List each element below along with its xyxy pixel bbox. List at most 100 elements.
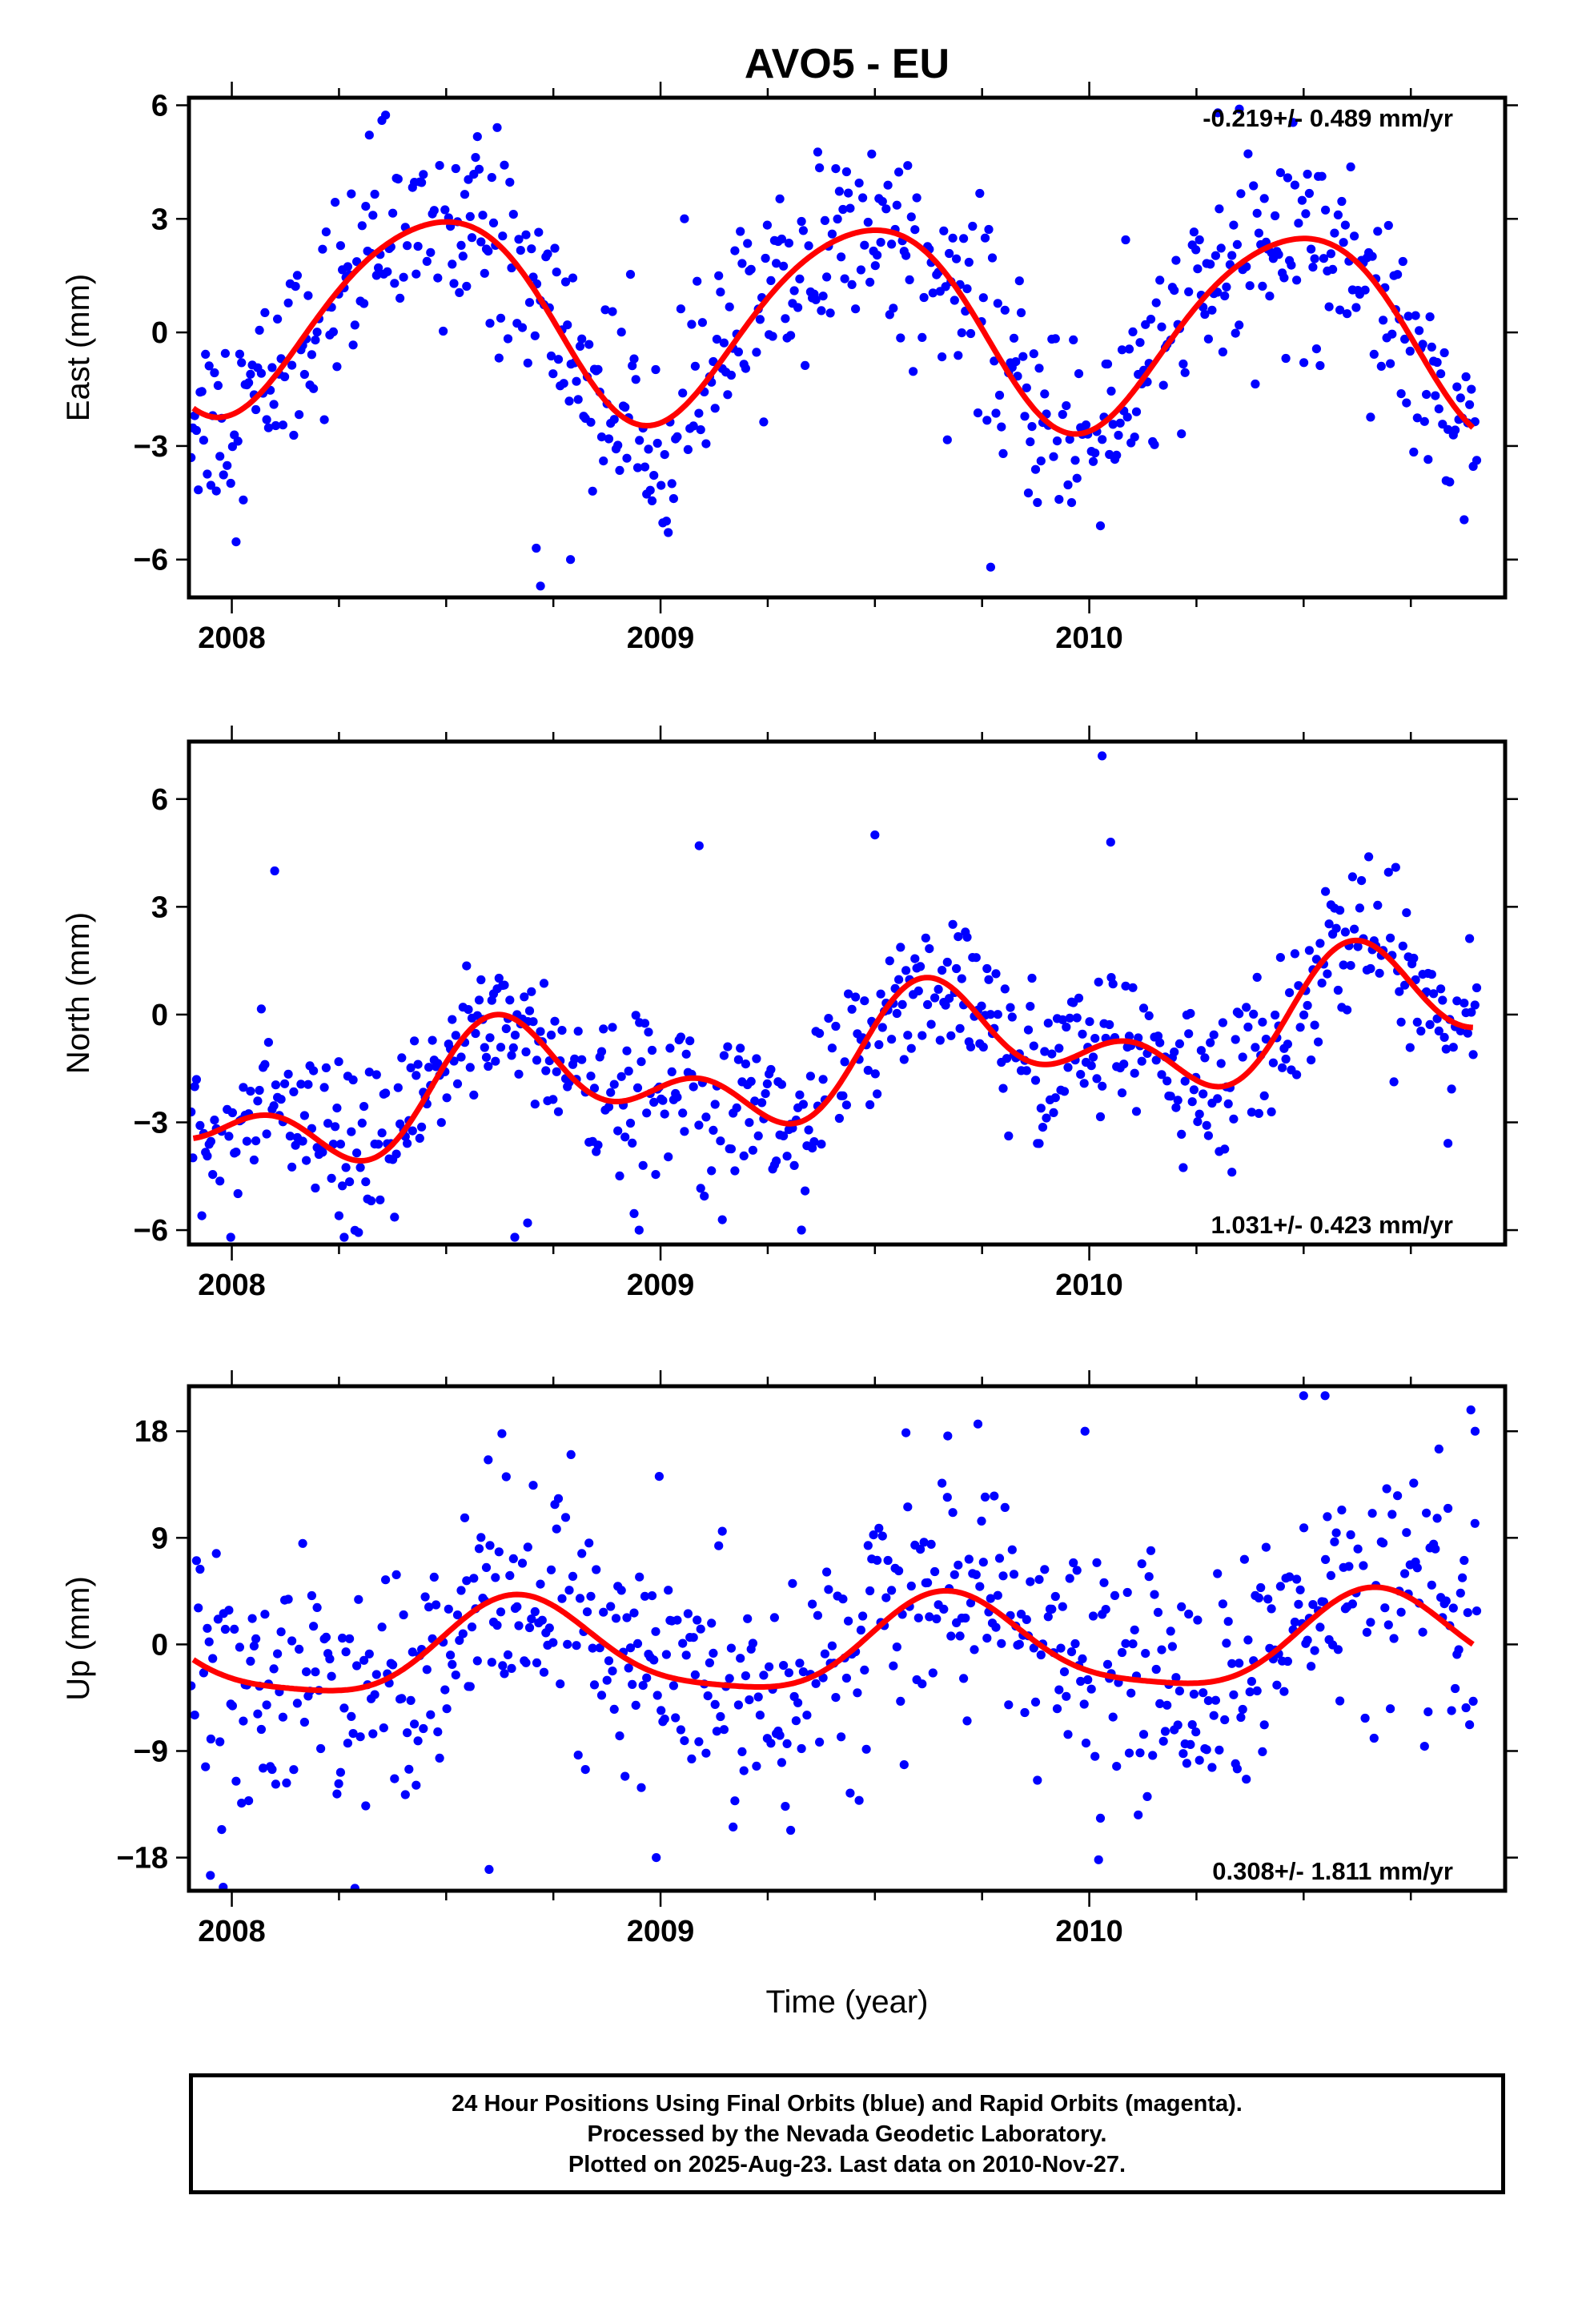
data-point [928, 288, 938, 298]
data-point [1256, 1582, 1266, 1593]
data-point [508, 210, 518, 219]
data-point [1059, 1087, 1070, 1096]
data-point [606, 1602, 616, 1611]
data-point [530, 1606, 540, 1617]
data-point [210, 368, 219, 378]
data-point [838, 1091, 848, 1100]
data-point [283, 298, 293, 308]
y-tick-label: 0 [151, 316, 168, 350]
data-point [1315, 939, 1325, 948]
data-point [837, 252, 846, 262]
data-point [1458, 1573, 1468, 1582]
data-point [1245, 281, 1255, 291]
data-point [295, 410, 304, 420]
data-point [1400, 1569, 1410, 1578]
data-point [390, 279, 400, 288]
data-point [1016, 1610, 1026, 1619]
data-point [467, 1622, 477, 1632]
data-point [359, 1655, 369, 1665]
data-point [415, 1133, 424, 1143]
data-point [726, 1643, 737, 1653]
data-point [537, 1615, 547, 1625]
data-point [246, 1087, 255, 1096]
data-point [595, 1643, 604, 1653]
data-point [260, 308, 270, 317]
data-point [1346, 961, 1355, 971]
data-point [408, 1647, 417, 1657]
data-point [946, 1631, 956, 1641]
data-point [1320, 1391, 1330, 1401]
data-point [211, 486, 221, 496]
data-point [586, 1072, 596, 1081]
data-point [948, 919, 958, 929]
data-point [1405, 1043, 1415, 1052]
data-point [1402, 1528, 1411, 1538]
data-point [1236, 189, 1246, 199]
data-point [1267, 1107, 1276, 1116]
data-point [287, 1162, 297, 1172]
data-point [629, 1208, 639, 1218]
data-point [1170, 286, 1179, 296]
data-point [1271, 211, 1280, 221]
data-point [1465, 934, 1475, 943]
data-point [1213, 108, 1223, 118]
data-point [1235, 1009, 1244, 1019]
data-point [417, 178, 427, 187]
data-point [1272, 1680, 1282, 1690]
data-point [635, 1572, 644, 1582]
data-point [805, 1072, 816, 1081]
data-point [1281, 1054, 1291, 1064]
data-point [1434, 404, 1443, 414]
data-point [622, 1046, 632, 1055]
data-point [818, 1075, 828, 1084]
data-point [530, 1100, 540, 1109]
data-point [256, 1004, 266, 1014]
data-point [892, 200, 901, 210]
data-point [1059, 1667, 1070, 1677]
data-point [1445, 477, 1455, 487]
data-point [642, 1673, 652, 1683]
data-point [1065, 1013, 1074, 1023]
data-point [768, 332, 777, 341]
data-point [233, 1188, 243, 1199]
data-point [777, 1080, 787, 1089]
data-point [429, 206, 439, 215]
data-point [334, 1779, 343, 1788]
data-point [791, 1716, 801, 1726]
data-point [894, 975, 904, 984]
data-point [239, 1716, 248, 1726]
data-point [428, 1035, 437, 1045]
data-point [906, 212, 916, 222]
data-point [1379, 316, 1388, 325]
data-point [874, 1523, 884, 1533]
data-point [801, 360, 810, 370]
data-point [456, 240, 466, 250]
data-point [501, 1023, 511, 1034]
data-point [347, 189, 356, 199]
data-point [352, 257, 362, 267]
data-point [1180, 368, 1190, 377]
data-point [347, 1127, 356, 1136]
data-point [1307, 1055, 1316, 1065]
data-point [752, 1054, 761, 1063]
data-point [487, 173, 496, 183]
data-point [602, 1675, 612, 1685]
data-point [656, 1706, 666, 1715]
data-point [1006, 1003, 1015, 1012]
data-point [1470, 1426, 1480, 1436]
data-point [338, 1181, 347, 1191]
data-point [1467, 1007, 1476, 1017]
data-point [550, 1016, 560, 1026]
data-point [1018, 352, 1028, 361]
data-point [869, 1530, 878, 1540]
data-point [491, 1573, 500, 1582]
data-point [942, 435, 952, 444]
data-point [1195, 235, 1204, 245]
data-point [1074, 369, 1084, 379]
data-point [906, 1581, 916, 1591]
data-point [544, 1623, 554, 1633]
data-point [733, 347, 744, 357]
data-point [741, 364, 751, 373]
data-point [1451, 425, 1460, 435]
data-point [690, 1670, 701, 1679]
